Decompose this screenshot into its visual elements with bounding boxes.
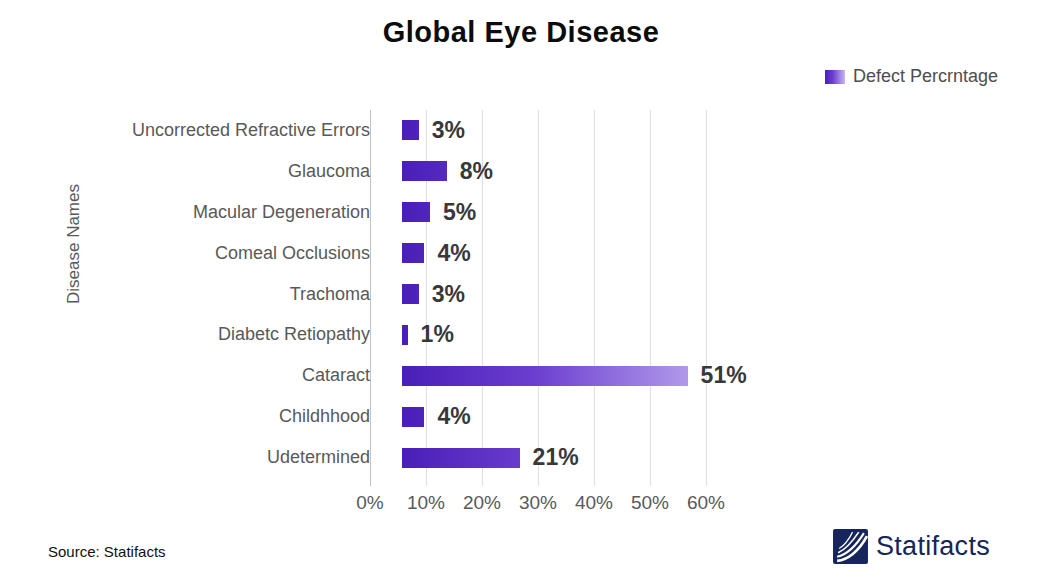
category-label: Diabetc Retiopathy — [70, 324, 402, 345]
bar — [402, 284, 419, 304]
value-label: 4% — [437, 240, 470, 267]
bar — [402, 407, 424, 427]
category-label: Comeal Occlusions — [70, 243, 402, 264]
category-label: Udetermined — [70, 447, 402, 468]
bar-row: Macular Degeneration 5% — [70, 192, 1020, 233]
bar — [402, 202, 430, 222]
bar-track: 1% — [402, 314, 1020, 355]
bar-track: 8% — [402, 151, 1020, 192]
bar-row: Childhhood 4% — [70, 396, 1020, 437]
legend-label: Defect Percrntage — [853, 66, 998, 87]
bar — [402, 366, 688, 386]
bar — [402, 243, 424, 263]
bar — [402, 325, 408, 345]
statifacts-logo-icon — [832, 528, 869, 565]
value-label: 3% — [432, 117, 465, 144]
value-label: 5% — [443, 199, 476, 226]
bar-track: 5% — [402, 192, 1020, 233]
x-axis-ticks: 0%10%20%30%40%50%60% — [370, 492, 790, 518]
brand-name: Statifacts — [876, 531, 990, 562]
bar — [402, 448, 520, 468]
bar-row: Comeal Occlusions 4% — [70, 233, 1020, 274]
bar-row: Diabetc Retiopathy 1% — [70, 314, 1020, 355]
chart-title: Global Eye Disease — [0, 0, 1042, 49]
category-label: Trachoma — [70, 284, 402, 305]
category-label: Cataract — [70, 365, 402, 386]
legend-swatch-icon — [825, 70, 845, 84]
bar-track: 3% — [402, 274, 1020, 315]
bar-row: Cataract 51% — [70, 355, 1020, 396]
bar-row: Udetermined 21% — [70, 437, 1020, 478]
value-label: 51% — [701, 362, 747, 389]
bar-track: 3% — [402, 110, 1020, 151]
bar-rows: Uncorrected Refractive Errors 3% Glaucoma 8… — [70, 110, 1020, 478]
brand-logo: Statifacts — [832, 528, 990, 565]
bar-row: Uncorrected Refractive Errors 3% — [70, 110, 1020, 151]
value-label: 3% — [432, 281, 465, 308]
bar-row: Glaucoma 8% — [70, 151, 1020, 192]
value-label: 21% — [533, 444, 579, 471]
value-label: 8% — [460, 158, 493, 185]
value-label: 1% — [421, 321, 454, 348]
x-tick-label: 60% — [671, 492, 741, 514]
bar-track: 21% — [402, 437, 1020, 478]
bar-row: Trachoma 3% — [70, 274, 1020, 315]
source-note: Source: Statifacts — [48, 543, 166, 560]
bar — [402, 120, 419, 140]
category-label: Uncorrected Refractive Errors — [70, 120, 402, 141]
bar — [402, 161, 447, 181]
category-label: Macular Degeneration — [70, 202, 402, 223]
value-label: 4% — [437, 403, 470, 430]
bar-track: 4% — [402, 396, 1020, 437]
bar-track: 51% — [402, 355, 1020, 396]
category-label: Glaucoma — [70, 161, 402, 182]
bar-track: 4% — [402, 233, 1020, 274]
legend: Defect Percrntage — [825, 66, 998, 87]
category-label: Childhhood — [70, 406, 402, 427]
